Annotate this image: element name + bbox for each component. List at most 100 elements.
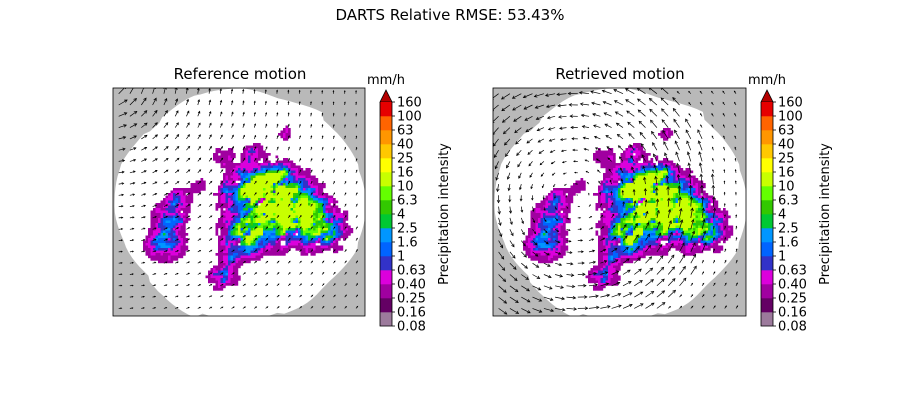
precip-cell bbox=[163, 225, 166, 229]
precip-cell bbox=[235, 203, 239, 206]
precip-cell bbox=[695, 198, 699, 201]
precip-cell bbox=[218, 243, 221, 246]
precip-cell bbox=[285, 163, 289, 166]
precip-cell bbox=[273, 218, 276, 221]
precip-cell bbox=[615, 228, 619, 231]
precip-cell bbox=[245, 223, 249, 226]
precip-cell bbox=[253, 188, 256, 191]
motion-arrow-head bbox=[266, 306, 269, 308]
motion-arrow-head bbox=[343, 90, 346, 92]
precip-cell bbox=[548, 208, 551, 211]
precip-cell bbox=[343, 238, 346, 241]
precip-cell bbox=[540, 205, 544, 209]
precip-cell bbox=[230, 163, 234, 166]
precip-cell bbox=[645, 185, 649, 189]
precip-cell bbox=[315, 198, 319, 201]
precip-cell bbox=[640, 208, 644, 211]
precip-cell bbox=[228, 210, 231, 214]
precip-cell bbox=[175, 258, 179, 261]
precip-cell bbox=[633, 150, 636, 154]
precip-cell bbox=[180, 188, 184, 191]
precip-cell bbox=[278, 183, 281, 186]
motion-arrow bbox=[129, 193, 135, 196]
precip-cell bbox=[315, 213, 319, 216]
precip-cell bbox=[230, 173, 234, 176]
precip-cell bbox=[653, 188, 656, 191]
precip-cell bbox=[243, 198, 246, 201]
precipitation-field bbox=[143, 125, 354, 291]
precip-cell bbox=[338, 218, 341, 221]
precip-cell bbox=[563, 190, 566, 194]
precip-cell bbox=[643, 205, 646, 209]
precip-cell bbox=[230, 230, 234, 234]
precip-cell bbox=[645, 193, 649, 196]
precip-cell bbox=[313, 213, 316, 216]
precip-cell bbox=[328, 233, 331, 236]
precip-cell bbox=[245, 195, 249, 199]
precip-cell bbox=[663, 198, 666, 201]
precip-cell bbox=[228, 243, 231, 246]
precip-cell bbox=[160, 240, 164, 244]
precip-cell bbox=[668, 170, 671, 174]
motion-arrow-head bbox=[355, 146, 358, 149]
precip-cell bbox=[220, 220, 224, 224]
precip-cell bbox=[248, 150, 251, 154]
precip-cell bbox=[705, 193, 709, 196]
precip-cell bbox=[228, 230, 231, 234]
precip-cell bbox=[688, 185, 691, 189]
precip-cell bbox=[620, 180, 624, 184]
precip-cell bbox=[568, 195, 571, 199]
precip-cell bbox=[273, 238, 276, 241]
precip-cell bbox=[628, 193, 631, 196]
precip-cell bbox=[155, 215, 159, 219]
precip-cell bbox=[685, 218, 689, 221]
precip-cell bbox=[295, 245, 299, 249]
precip-cell bbox=[268, 233, 271, 236]
precip-cell bbox=[275, 175, 279, 179]
precip-cell bbox=[230, 185, 234, 189]
precip-cell bbox=[663, 223, 666, 226]
precip-cell bbox=[228, 233, 231, 236]
precip-cell bbox=[650, 173, 654, 176]
precip-cell bbox=[220, 213, 224, 216]
motion-arrow bbox=[141, 158, 147, 162]
precip-cell bbox=[285, 128, 289, 131]
precip-cell bbox=[648, 223, 651, 226]
precip-cell bbox=[333, 240, 336, 244]
precip-cell bbox=[543, 230, 546, 234]
precip-cell bbox=[223, 270, 226, 274]
precip-cell bbox=[310, 235, 314, 239]
precip-cell bbox=[175, 230, 179, 234]
precip-cell bbox=[245, 180, 249, 184]
precip-cell bbox=[233, 188, 236, 191]
precip-cell bbox=[223, 180, 226, 184]
precip-cell bbox=[313, 245, 316, 249]
motion-arrow-head bbox=[344, 124, 346, 127]
precip-cell bbox=[550, 215, 554, 219]
precip-cell bbox=[680, 200, 684, 204]
precip-cell bbox=[310, 193, 314, 196]
precip-cell bbox=[320, 190, 324, 194]
precip-cell bbox=[283, 128, 286, 131]
precip-cell bbox=[245, 198, 249, 201]
precip-cell bbox=[253, 150, 256, 154]
precip-cell bbox=[635, 200, 639, 204]
precip-cell bbox=[250, 165, 254, 169]
precip-cell bbox=[298, 233, 301, 236]
precip-cell bbox=[245, 168, 249, 171]
precip-cell bbox=[228, 238, 231, 241]
precip-cell bbox=[303, 233, 306, 236]
precip-cell bbox=[653, 193, 656, 196]
precip-cell bbox=[640, 150, 644, 154]
precip-cell bbox=[620, 195, 624, 199]
motion-arrow-head bbox=[264, 89, 267, 92]
precip-cell bbox=[313, 223, 316, 226]
precip-cell bbox=[678, 223, 681, 226]
precip-cell bbox=[658, 160, 661, 164]
precip-cell bbox=[555, 228, 559, 231]
precip-cell bbox=[690, 200, 694, 204]
precip-cell bbox=[240, 220, 244, 224]
precip-cell bbox=[188, 218, 191, 221]
precip-cell bbox=[545, 225, 549, 229]
